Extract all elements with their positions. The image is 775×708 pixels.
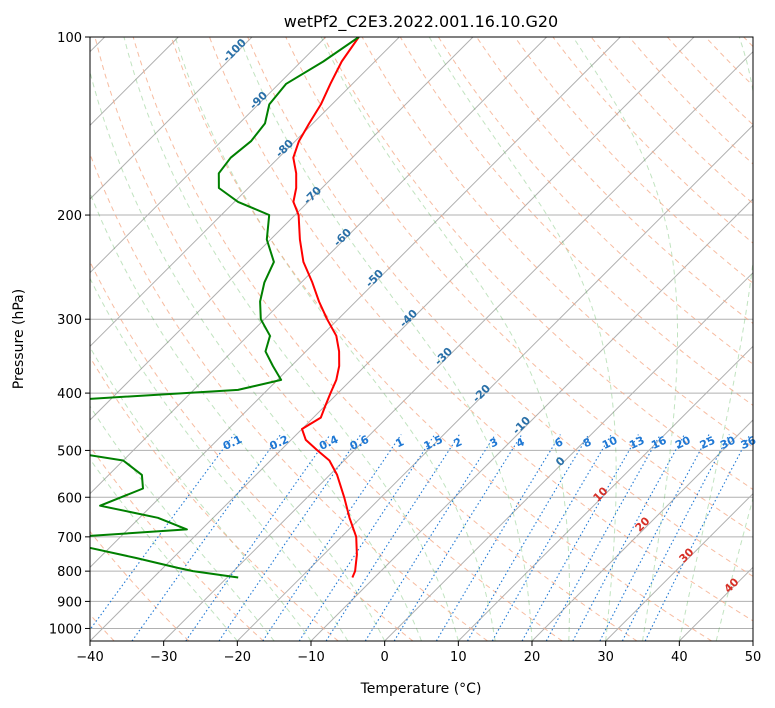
dry-adiabat-line bbox=[90, 530, 190, 641]
mixing-ratio-label: 16 bbox=[649, 434, 669, 452]
isotherm-line bbox=[90, 37, 548, 495]
y-axis-title: Pressure (hPa) bbox=[11, 289, 27, 389]
isotherm-line bbox=[605, 492, 753, 641]
dewpoint-profile-line bbox=[90, 37, 360, 579]
moist-adiabat-line bbox=[90, 191, 386, 641]
y-tick-label: 600 bbox=[57, 491, 82, 506]
moist-adiabat-line bbox=[238, 37, 533, 641]
mixing-ratio-line bbox=[218, 434, 362, 641]
sounding-profiles bbox=[90, 37, 360, 579]
dry-adiabats bbox=[90, 37, 753, 641]
moist-adiabat-line bbox=[90, 346, 312, 641]
moist-adiabat-line bbox=[90, 69, 422, 641]
isotherm-line bbox=[236, 124, 753, 641]
dry-adiabat-line bbox=[94, 37, 563, 641]
plot-background bbox=[90, 37, 753, 641]
mixing-ratio-line bbox=[298, 434, 436, 641]
moist-adiabat-line bbox=[90, 458, 238, 641]
y-tick-label: 100 bbox=[57, 31, 82, 46]
y-tick-label: 400 bbox=[57, 387, 82, 402]
mixing-ratio-label: 25 bbox=[698, 434, 717, 452]
x-tick-label: 50 bbox=[745, 650, 762, 665]
dry-adiabat-line bbox=[323, 37, 753, 491]
mixing-ratio-line bbox=[262, 434, 402, 641]
x-axis-title: Temperature (°C) bbox=[360, 681, 482, 697]
y-tick-label: 200 bbox=[57, 209, 82, 224]
dry-adiabat-line bbox=[399, 37, 753, 407]
mixing-ratio-label: 10 bbox=[600, 434, 620, 452]
x-axis: −40 −30 −20 −10 0 10 20 30 40 50 bbox=[76, 641, 761, 665]
mixing-ratio-line bbox=[572, 434, 685, 641]
x-tick-label: −40 bbox=[76, 650, 103, 665]
y-axis: 100 200 300 400 500 600 700 800 900 1000 bbox=[49, 31, 90, 637]
x-tick-label: 40 bbox=[671, 650, 688, 665]
moist-adiabat-line bbox=[572, 37, 678, 641]
mixing-ratio-line bbox=[435, 434, 561, 641]
dry-adiabat-line bbox=[90, 260, 414, 641]
moist-adiabat-line bbox=[428, 37, 617, 641]
isotherm-line bbox=[90, 37, 621, 569]
dry-adiabat-line bbox=[437, 37, 753, 365]
mixing-ratio-line bbox=[644, 434, 751, 641]
plot-frame bbox=[89, 36, 754, 642]
mixing-ratio-line bbox=[393, 434, 523, 641]
dry-adiabat-line bbox=[247, 37, 753, 577]
mixing-ratio-lines bbox=[90, 434, 751, 641]
y-tick-label: 800 bbox=[57, 565, 82, 580]
chart-title: wetPf2_C2E3.2022.001.16.10.G20 bbox=[284, 12, 558, 32]
mixing-ratio-label: 13 bbox=[627, 434, 646, 452]
mixing-ratio-label: 20 bbox=[673, 434, 693, 452]
mixing-ratio-line bbox=[521, 434, 639, 641]
moist-adiabat-line bbox=[90, 277, 349, 641]
isotherm-line bbox=[384, 271, 753, 641]
y-tick-label: 300 bbox=[57, 313, 82, 328]
dry-adiabat-line bbox=[132, 37, 638, 641]
isotherm-line bbox=[90, 37, 474, 421]
x-tick-label: 0 bbox=[381, 650, 389, 665]
dry-adiabat-line bbox=[361, 37, 753, 448]
y-tick-label: 500 bbox=[57, 444, 82, 459]
skewed-isotherms bbox=[90, 37, 753, 641]
x-tick-label: −10 bbox=[297, 650, 324, 665]
isotherm-line bbox=[90, 37, 400, 348]
y-tick-label: 1000 bbox=[49, 622, 82, 637]
isotherm-line bbox=[90, 37, 695, 641]
isotherm-line bbox=[90, 37, 327, 274]
mixing-ratio-line bbox=[545, 434, 661, 641]
y-tick-label: 900 bbox=[57, 595, 82, 610]
moist-adiabat-line bbox=[90, 405, 275, 641]
mixing-ratio-label: 30 bbox=[718, 434, 738, 452]
moist-adiabat-line bbox=[320, 37, 570, 641]
mixing-ratio-line bbox=[325, 434, 460, 641]
y-tick-label: 700 bbox=[57, 531, 82, 546]
dry-adiabat-line bbox=[285, 37, 753, 534]
moist-adiabat-line bbox=[123, 37, 459, 641]
x-tick-label: 10 bbox=[450, 650, 467, 665]
isotherm-line bbox=[90, 37, 253, 200]
moist-adiabats bbox=[90, 37, 753, 641]
isotherm-line bbox=[531, 419, 753, 641]
x-tick-label: 20 bbox=[524, 650, 541, 665]
dry-adiabat-line bbox=[90, 356, 339, 641]
x-tick-label: −20 bbox=[224, 650, 251, 665]
moist-adiabat-line bbox=[174, 37, 496, 641]
mixing-ratio-line bbox=[599, 434, 710, 641]
isotherm-line bbox=[163, 50, 753, 641]
x-tick-label: 30 bbox=[597, 650, 614, 665]
isotherm-line bbox=[457, 345, 753, 641]
x-tick-label: −30 bbox=[150, 650, 177, 665]
mixing-ratio-line bbox=[364, 434, 496, 641]
temperature-profile-line bbox=[292, 37, 360, 578]
mixing-ratio-line bbox=[621, 434, 730, 641]
